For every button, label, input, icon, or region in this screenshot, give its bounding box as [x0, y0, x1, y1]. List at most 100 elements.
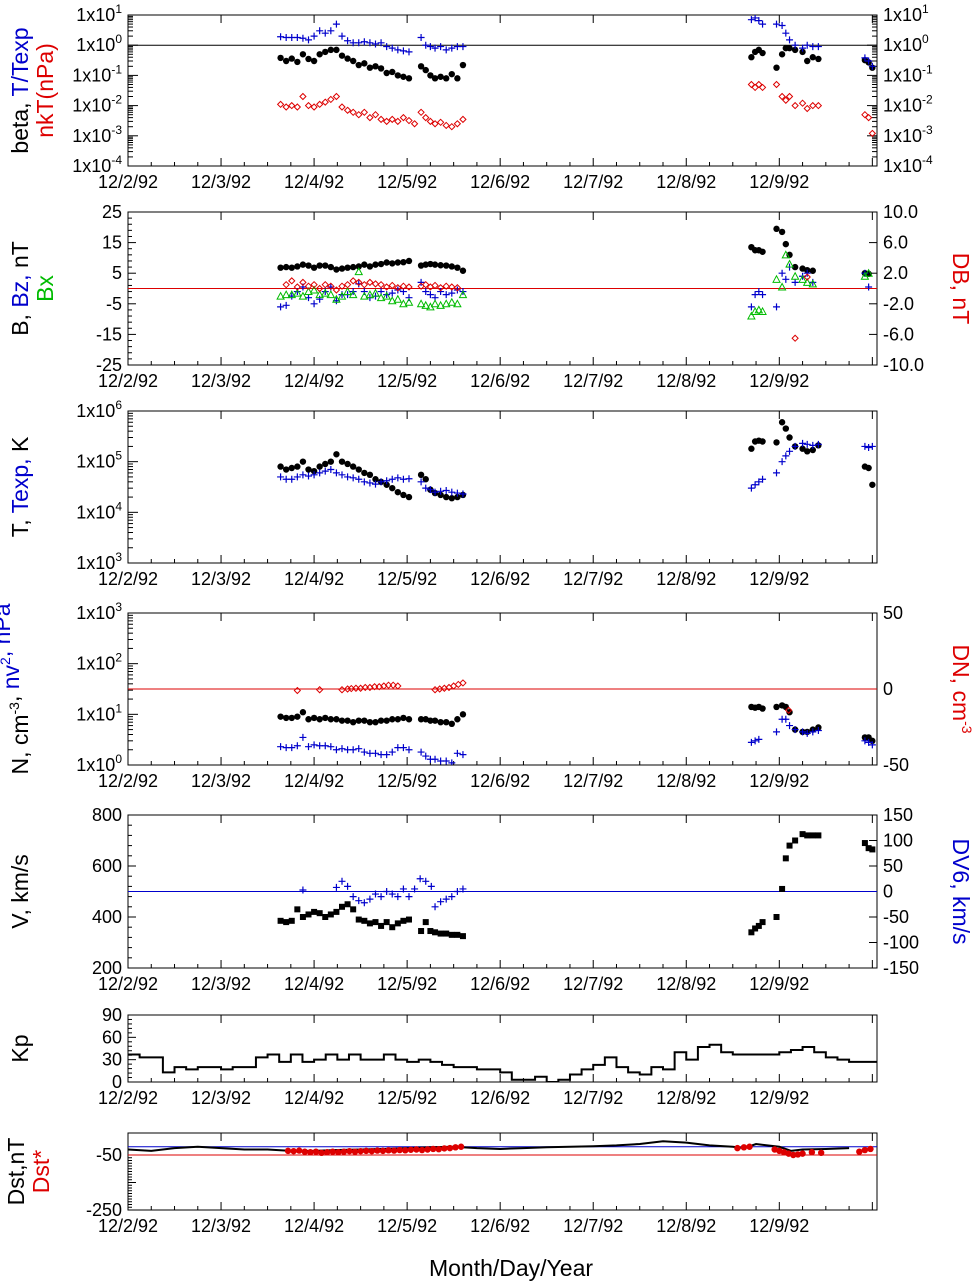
data-point — [453, 120, 462, 128]
data-point — [809, 54, 816, 61]
x-tick-label: 12/7/92 — [563, 771, 623, 791]
data-point — [458, 290, 468, 299]
y-tick-label: 0 — [112, 1072, 122, 1092]
data-point — [418, 928, 425, 935]
series-group — [276, 225, 873, 342]
data-point — [865, 283, 873, 291]
data-point — [385, 1147, 392, 1154]
data-point — [431, 120, 439, 128]
data-point — [327, 466, 335, 474]
data-point — [372, 261, 379, 268]
data-point — [422, 261, 429, 268]
data-point — [339, 903, 345, 910]
data-point — [448, 70, 455, 78]
data-point — [366, 895, 374, 903]
data-point — [344, 37, 352, 45]
data-point — [417, 108, 425, 117]
data-point — [355, 475, 363, 483]
data-point — [277, 473, 285, 481]
data-point — [426, 43, 434, 51]
data-point — [809, 441, 817, 449]
data-point — [299, 471, 307, 479]
data-point — [750, 306, 760, 315]
data-point — [869, 481, 876, 488]
data-point — [437, 930, 444, 937]
data-point — [869, 846, 876, 853]
data-point — [389, 716, 396, 723]
data-point — [454, 75, 461, 82]
data-point — [349, 277, 357, 285]
y-axis-label: Dst,nT — [3, 1138, 29, 1206]
data-point — [338, 265, 346, 272]
data-point — [792, 837, 799, 844]
data-point — [294, 713, 301, 720]
data-point — [388, 281, 396, 290]
data-point — [443, 493, 450, 501]
x-tick-label: 12/3/92 — [191, 569, 251, 589]
data-point — [282, 466, 290, 473]
y-tick-label: 1x10-4 — [72, 153, 122, 176]
data-point — [803, 440, 811, 448]
data-point — [856, 1148, 863, 1155]
data-point — [422, 41, 430, 49]
data-point — [791, 101, 799, 110]
data-point — [377, 893, 385, 901]
data-point — [299, 886, 307, 894]
data-point — [759, 438, 766, 445]
data-point — [383, 919, 390, 926]
data-point — [316, 469, 324, 477]
data-point — [453, 888, 461, 895]
data-point — [459, 267, 467, 274]
data-point — [321, 742, 329, 750]
data-point — [282, 103, 290, 111]
data-point — [399, 113, 408, 122]
data-point — [310, 32, 318, 40]
data-point — [421, 300, 431, 309]
data-point — [338, 471, 346, 479]
data-point — [366, 64, 374, 71]
data-point — [383, 481, 390, 488]
data-point — [782, 703, 790, 711]
data-point — [371, 40, 379, 48]
data-point — [405, 716, 413, 723]
data-point — [349, 746, 357, 754]
data-point — [864, 268, 873, 277]
x-tick-label: 12/4/92 — [284, 371, 344, 391]
data-point — [448, 283, 456, 291]
data-point — [790, 1151, 797, 1159]
data-point — [321, 467, 329, 475]
data-point — [804, 57, 811, 65]
data-point — [772, 274, 781, 283]
data-point — [349, 474, 357, 482]
y-tick-label: 1x105 — [76, 449, 122, 472]
data-point — [402, 1147, 409, 1154]
data-point — [422, 484, 430, 492]
data-point — [786, 447, 794, 455]
data-point — [360, 899, 368, 907]
data-point — [786, 722, 794, 730]
x-tick-label: 12/3/92 — [191, 371, 251, 391]
data-point — [865, 845, 872, 852]
data-point — [322, 48, 329, 56]
x-tick-label: 12/2/92 — [98, 1216, 158, 1236]
data-point — [394, 682, 402, 690]
data-point — [786, 434, 793, 441]
data-point — [394, 259, 402, 266]
data-point — [327, 95, 335, 104]
y-tick-label: 1x101 — [76, 2, 122, 25]
data-point — [299, 709, 307, 716]
data-point — [357, 1147, 364, 1155]
data-point — [413, 1146, 420, 1153]
data-point — [309, 285, 319, 294]
data-point — [282, 301, 290, 309]
data-point — [417, 33, 425, 41]
data-point — [383, 43, 391, 51]
x-tick-label: 12/9/92 — [749, 1088, 809, 1108]
data-point — [383, 259, 390, 266]
data-point — [751, 291, 759, 299]
data-point — [327, 911, 334, 918]
x-tick-label: 12/6/92 — [470, 771, 530, 791]
data-point — [400, 714, 407, 722]
data-point — [374, 1147, 381, 1154]
data-point — [809, 832, 816, 839]
